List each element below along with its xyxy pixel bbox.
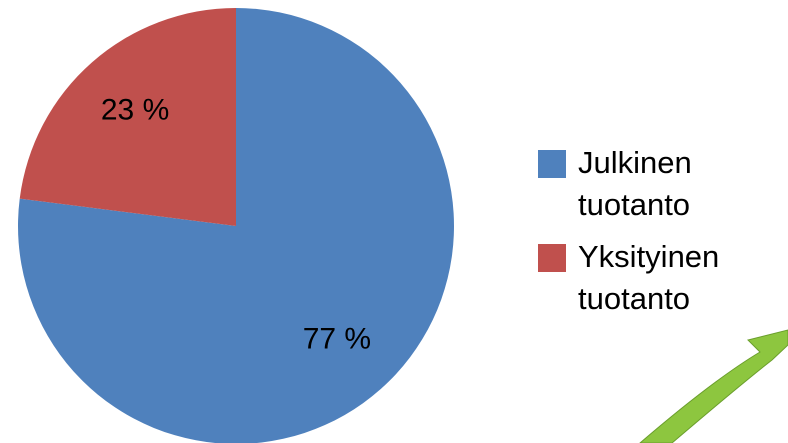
- legend-item: Yksityinen tuotanto: [538, 236, 758, 320]
- legend-label: Yksityinen tuotanto: [578, 239, 719, 316]
- pie: 77 % 23 %: [18, 8, 454, 443]
- legend-label: Julkinen tuotanto: [578, 145, 692, 222]
- data-label: 77 %: [303, 322, 371, 355]
- legend-item: Julkinen tuotanto: [538, 142, 758, 226]
- legend: Julkinen tuotanto Yksityinen tuotanto: [538, 142, 758, 330]
- legend-swatch: [538, 244, 566, 272]
- page: {"chart_data": {"type": "pie", "categori…: [0, 0, 788, 443]
- data-label: 23 %: [101, 93, 169, 126]
- legend-swatch: [538, 150, 566, 178]
- decorative-arrow: [640, 330, 788, 443]
